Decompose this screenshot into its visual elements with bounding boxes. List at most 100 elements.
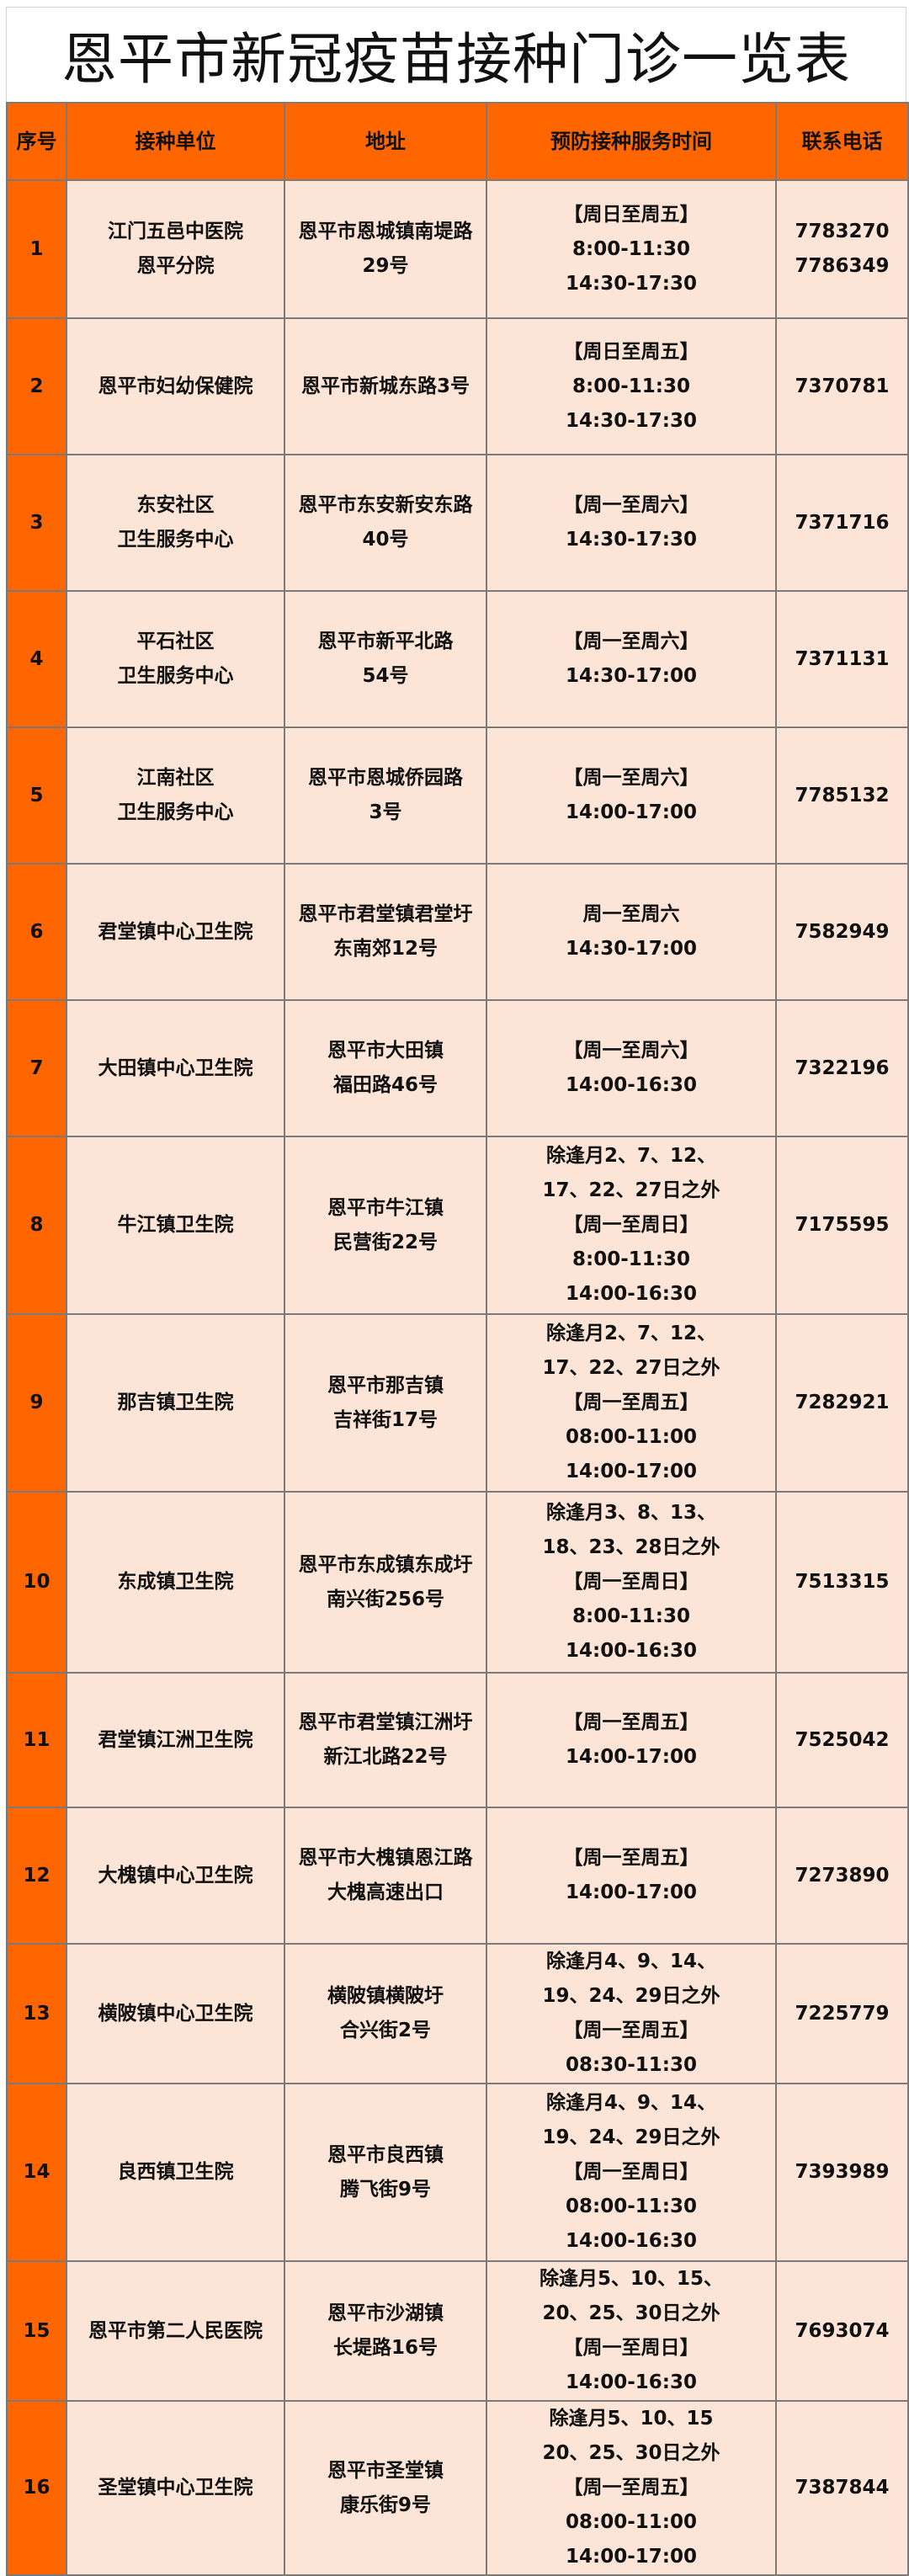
service-time-cell-line: 14:00-16:30 [566,2230,697,2252]
unit-cell: 君堂镇中心卫生院 [66,863,285,1001]
table-row: 7 大田镇中心卫生院 恩平市大田镇 福田路46号 【周一至周六】 14:00-16:30 7… [6,999,909,1137]
phone-cell: 7282921 [775,1313,909,1493]
unit-cell: 横陂镇中心卫生院 [66,1943,285,2084]
row-number-cell: 13 [6,1943,67,2084]
service-time-cell-line: 【周一至周日】 [563,2161,699,2183]
phone-cell-line: 7525042 [795,1728,890,1751]
phone-cell-line: 7225779 [795,2002,890,2025]
unit-cell-line: 江门五邑中医院 [108,221,243,242]
clinic-table: 序号 接种单位 地址 预防接种服务时间 联系电话 1 江门五邑中医院 恩平分院 恩平市… [6,102,909,2576]
table-row: 6 君堂镇中心卫生院 恩平市君堂镇君堂圩 东南郊12号 周一至周六 14:30-17:00… [6,863,909,1001]
table-row: 8 牛江镇卫生院 恩平市牛江镇 民营街22号 除逢月2、7、12、 17、22、27日之外… [6,1136,909,1315]
row-number-cell: 14 [6,2083,67,2262]
unit-cell-line: 卫生服务中心 [117,529,234,551]
service-time-cell: 除逢月4、9、14、 19、24、29日之外 【周一至周日】 08:00-11:30 1… [486,2083,777,2262]
column-header-time: 预防接种服务时间 [486,102,777,181]
phone-cell-line: 7273890 [795,1864,890,1887]
service-time-cell-line: 【周一至周五】 [563,2477,699,2499]
address-cell: 恩平市恩城镇南堤路 29号 [284,179,487,319]
unit-cell-line: 江南社区 [136,767,215,789]
column-header-address: 地址 [284,102,487,181]
phone-cell: 7225779 [775,1943,909,2084]
unit-cell: 恩平市第二人民医院 [66,2260,285,2402]
unit-cell-line: 牛江镇卫生院 [117,1214,234,1236]
column-header-unit: 接种单位 [66,102,285,181]
address-cell: 恩平市东安新安东路 40号 [284,454,487,592]
unit-cell-line: 卫生服务中心 [117,801,234,823]
phone-cell-line: 7371131 [795,647,890,670]
unit-cell: 良西镇卫生院 [66,2083,285,2262]
unit-cell: 东安社区 卫生服务中心 [66,454,285,592]
service-time-cell: 除逢月2、7、12、 17、22、27日之外 【周一至周五】 08:00-11:00 1… [486,1313,777,1493]
table-row: 2 恩平市妇幼保健院 恩平市新城东路3号 【周日至周五】 8:00-11:30 14:30… [6,317,909,455]
address-cell-line: 恩平市东安新安东路 [298,494,473,516]
address-cell-line: 54号 [362,665,409,687]
unit-cell-line: 恩平分院 [136,255,215,277]
service-time-cell-line: 【周一至周五】 [563,1711,699,1733]
service-time-cell: 【周一至周六】 14:30-17:30 [486,454,777,592]
unit-cell-line: 平石社区 [136,631,215,652]
address-cell: 恩平市君堂镇江洲圩 新江北路22号 [284,1672,487,1808]
unit-cell: 恩平市妇幼保健院 [66,317,285,455]
column-header-no: 序号 [6,102,67,181]
service-time-cell-line: 14:30-17:30 [566,409,697,432]
service-time-cell-line: 【周日至周五】 [563,340,699,363]
service-time-cell: 【周一至周六】 14:00-16:30 [486,999,777,1137]
row-number-cell: 7 [6,999,67,1137]
address-cell-line: 吉祥街17号 [332,1408,438,1431]
phone-cell: 7525042 [775,1672,909,1808]
table-row: 1 江门五邑中医院 恩平分院 恩平市恩城镇南堤路 29号 【周日至周五】 8:00-11:3… [6,179,909,319]
address-cell-line: 恩平市牛江镇 [327,1196,444,1219]
service-time-cell-line: 8:00-11:30 [572,1248,690,1270]
unit-cell: 东成镇卫生院 [66,1491,285,1674]
unit-cell: 大槐镇中心卫生院 [66,1807,285,1945]
phone-cell: 7393989 [775,2083,909,2262]
address-cell-line: 福田路46号 [332,1074,438,1096]
service-time-cell-line: 20、25、30日之外 [542,2302,720,2324]
unit-cell-line: 横陂镇中心卫生院 [98,2002,253,2025]
phone-cell: 7371131 [775,590,909,728]
service-time-cell-line: 【周一至周日】 [563,1571,699,1593]
phone-cell: 7582949 [775,863,909,1001]
address-cell: 恩平市恩城侨园路 3号 [284,726,487,865]
row-number-cell: 10 [6,1491,67,1674]
service-time-cell: 周一至周六 14:30-17:00 [486,863,777,1001]
service-time-cell-line: 除逢月4、9、14、 [545,2092,716,2114]
unit-cell: 江门五邑中医院 恩平分院 [66,179,285,319]
service-time-cell-line: 14:30-17:00 [566,665,697,687]
phone-cell-line: 7785132 [795,784,890,806]
unit-cell-line: 君堂镇江洲卫生院 [98,1728,253,1751]
unit-cell-line: 良西镇卫生院 [117,2161,234,2183]
phone-cell: 7387844 [775,2400,909,2576]
unit-cell: 圣堂镇中心卫生院 [66,2400,285,2576]
service-time-cell-line: 除逢月4、9、14、 [545,1951,716,1972]
service-time-cell-line: 除逢月2、7、12、 [545,1323,716,1344]
service-time-cell-line: 8:00-11:30 [572,1605,690,1627]
phone-cell-line: 7693074 [795,2319,890,2342]
phone-cell-line: 7786349 [795,255,890,277]
address-cell: 恩平市新平北路 54号 [284,590,487,728]
phone-cell-line: 7783270 [795,221,890,242]
service-time-cell-line: 8:00-11:30 [572,375,690,397]
address-cell: 恩平市君堂镇君堂圩 东南郊12号 [284,863,487,1001]
service-time-cell: 除逢月5、10、15、 20、25、30日之外 【周一至周日】 14:00-16:30 [486,2260,777,2402]
row-number-cell: 4 [6,590,67,728]
service-time-cell-line: 【周一至周日】 [563,2337,699,2359]
service-time-cell-line: 【周一至周六】 [563,494,699,516]
phone-cell-line: 7370781 [795,375,890,397]
service-time-cell-line: 除逢月5、10、15、 [539,2268,724,2290]
phone-cell: 7175595 [775,1136,909,1315]
address-cell-line: 恩平市新城东路3号 [300,375,470,397]
row-number-cell: 3 [6,454,67,592]
table-row: 9 那吉镇卫生院 恩平市那吉镇 吉祥街17号 除逢月2、7、12、 17、22、27日之外… [6,1313,909,1493]
phone-cell-line: 7371716 [795,511,890,534]
unit-cell: 江南社区卫生服务中心 [66,726,285,865]
service-time-cell-line: 【周一至周六】 [563,767,699,789]
address-cell-line: 恩平市圣堂镇 [327,2459,444,2482]
phone-cell: 7513315 [775,1491,909,1674]
unit-cell: 大田镇中心卫生院 [66,999,285,1137]
service-time-cell: 【周一至周五】 14:00-17:00 [486,1672,777,1808]
service-time-cell-line: 14:00-17:00 [566,2546,697,2568]
unit-cell: 那吉镇卫生院 [66,1313,285,1493]
table-row: 10 东成镇卫生院 恩平市东成镇东成圩 南兴街256号 除逢月3、8、13、 18、23、… [6,1491,909,1674]
